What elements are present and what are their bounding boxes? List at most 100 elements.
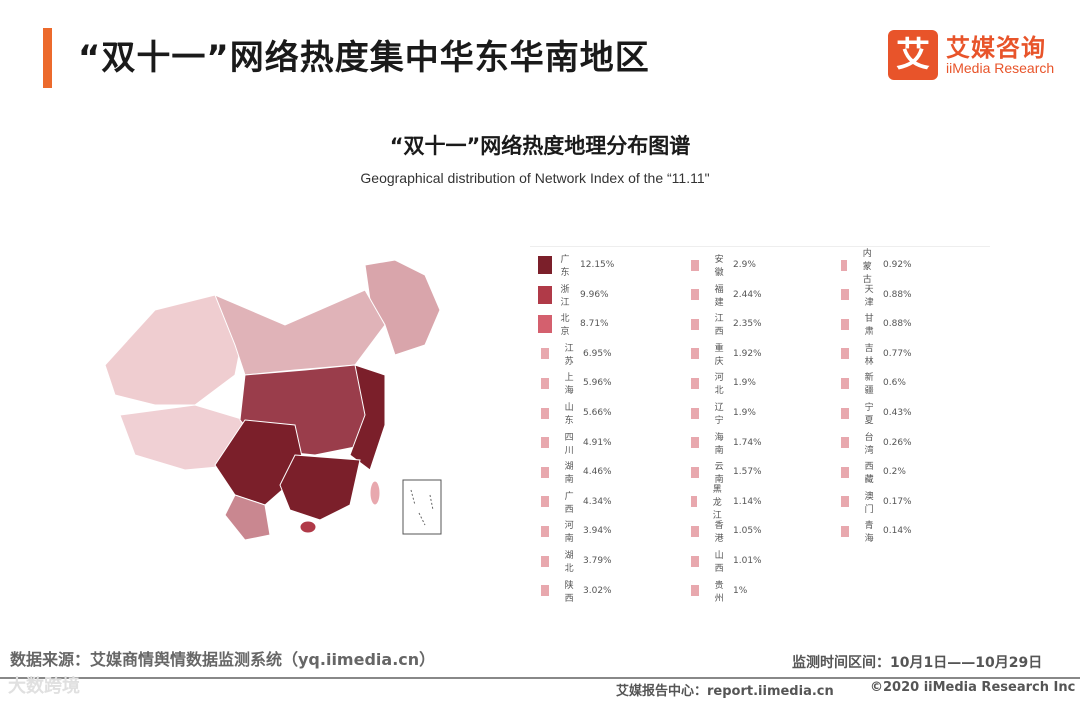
legend-region-name: 安徽 <box>714 255 724 278</box>
monitoring-period: 监测时间区间：10月1日——10月29日 <box>792 655 1043 671</box>
legend-item: 河北 1.9% <box>688 373 756 397</box>
legend-region-value: 1.05% <box>733 526 762 537</box>
legend-region-name: 香港 <box>714 521 724 545</box>
logo-mark: 艾 <box>888 30 938 80</box>
legend-item: 澳门 0.17% <box>838 491 912 515</box>
legend-item: 辽宁 1.9% <box>688 403 756 426</box>
map-outline-yunnan <box>224 494 271 541</box>
legend-item: 福建 2.44% <box>688 285 762 308</box>
legend-region-name: 云南 <box>714 462 724 486</box>
legend-region-name: 湖南 <box>564 462 574 486</box>
legend-swatch <box>691 318 699 330</box>
legend-region-value: 1.01% <box>733 556 762 566</box>
map-outline-south <box>279 454 361 521</box>
legend-region-name: 天津 <box>864 284 874 308</box>
legend-swatch <box>691 289 699 301</box>
legend-swatch <box>538 285 552 304</box>
legend-swatch <box>541 466 549 478</box>
legend-region-value: 1.57% <box>733 467 762 478</box>
legend-item: 广西 4.34% <box>538 491 612 515</box>
legend-item: 浙江 9.96% <box>538 285 609 308</box>
legend-swatch <box>841 407 849 419</box>
legend-region-name: 广西 <box>564 491 574 515</box>
legend-region-name: 重庆 <box>714 343 724 367</box>
legend-region-value: 2.44% <box>733 289 762 300</box>
iimedia-logo: 艾 艾媒咨询 iiMedia Research <box>888 30 1068 82</box>
legend-item: 陕西 3.02% <box>538 581 612 604</box>
title-accent-bar <box>43 28 52 88</box>
legend-swatch <box>841 318 849 330</box>
legend-swatch <box>841 437 849 449</box>
legend-item: 青海 0.14% <box>838 521 912 544</box>
legend-region-name: 河北 <box>714 373 724 397</box>
legend-swatch <box>541 496 549 508</box>
legend-item: 山西 1.01% <box>688 551 762 574</box>
legend-item: 山东 5.66% <box>538 403 612 426</box>
legend-region-name: 吉林 <box>864 343 874 367</box>
legend-swatch <box>841 466 849 478</box>
legend-region-value: 3.79% <box>583 556 612 566</box>
data-source: 数据来源：艾媒商情舆情数据监测系统（yq.iimedia.cn） <box>10 650 436 669</box>
legend-swatch <box>691 259 699 271</box>
map-outline-hainan <box>299 520 317 534</box>
watermark: 大数跨境 <box>8 676 80 697</box>
south-china-sea-dashes <box>410 489 434 526</box>
legend-region-name: 内蒙古 <box>862 248 872 285</box>
legend-region-value: 2.9% <box>733 260 756 270</box>
legend-item: 河南 3.94% <box>538 521 612 545</box>
legend-swatch <box>691 525 699 537</box>
legend-swatch <box>691 496 697 508</box>
legend-item: 江西 2.35% <box>688 314 762 337</box>
logo-name-cn: 艾媒咨询 <box>946 34 1046 62</box>
legend-divider <box>530 246 990 247</box>
report-center: 艾媒报告中心：report.iimedia.cn <box>616 684 834 699</box>
legend-item: 北京 8.71% <box>538 314 609 338</box>
legend-region-name: 台湾 <box>864 432 874 456</box>
legend-region-name: 贵州 <box>714 580 724 604</box>
legend-item: 上海 5.96% <box>538 373 612 397</box>
legend-swatch <box>541 525 549 537</box>
legend-region-name: 黑龙江 <box>712 485 722 522</box>
legend-region-value: 1.92% <box>733 348 762 359</box>
legend-item: 天津 0.88% <box>838 284 912 308</box>
legend-region-value: 4.46% <box>583 467 612 478</box>
legend-region-name: 澳门 <box>864 491 874 515</box>
legend-item: 海南 1.74% <box>688 432 762 456</box>
legend-region-name: 上海 <box>564 373 574 397</box>
legend-region-value: 3.02% <box>583 585 612 596</box>
legend-region-value: 5.96% <box>583 378 612 389</box>
legend-swatch <box>538 256 552 274</box>
legend-region-value: 4.91% <box>583 437 612 448</box>
legend-region-name: 山东 <box>564 403 574 426</box>
legend-swatch <box>691 555 699 567</box>
legend-region-value: 5.66% <box>583 408 612 418</box>
map-outline-east <box>349 364 386 471</box>
legend-item: 黑龙江 1.14% <box>688 485 762 521</box>
legend-region-value: 0.88% <box>883 319 912 330</box>
legend-region-name: 四川 <box>564 432 574 456</box>
legend-item: 内蒙古 0.92% <box>838 249 912 285</box>
legend-item: 吉林 0.77% <box>838 343 912 367</box>
legend-swatch <box>691 437 699 449</box>
legend-region-name: 宁夏 <box>864 403 874 426</box>
legend-swatch <box>541 377 549 389</box>
legend-item: 重庆 1.92% <box>688 343 762 367</box>
legend-region-value: 0.92% <box>883 260 912 270</box>
legend-item: 广东 12.15% <box>538 255 614 278</box>
legend-region-value: 1% <box>733 585 748 596</box>
legend-region-value: 0.88% <box>883 289 912 300</box>
legend-region-value: 0.17% <box>883 496 912 507</box>
legend-item: 云南 1.57% <box>688 462 762 486</box>
legend-region-value: 0.77% <box>883 348 912 359</box>
legend-region-value: 9.96% <box>580 289 609 300</box>
legend-region-value: 0.14% <box>883 526 912 537</box>
south-china-sea-inset <box>402 479 442 535</box>
legend-swatch <box>841 525 849 537</box>
legend-swatch <box>691 348 699 360</box>
map-outline-northeast <box>364 259 441 356</box>
legend-region-name: 海南 <box>714 432 724 456</box>
legend-region-name: 河南 <box>564 521 574 545</box>
legend-region-name: 北京 <box>560 314 570 338</box>
legend-swatch <box>541 437 549 449</box>
legend-region-value: 0.26% <box>883 437 912 448</box>
